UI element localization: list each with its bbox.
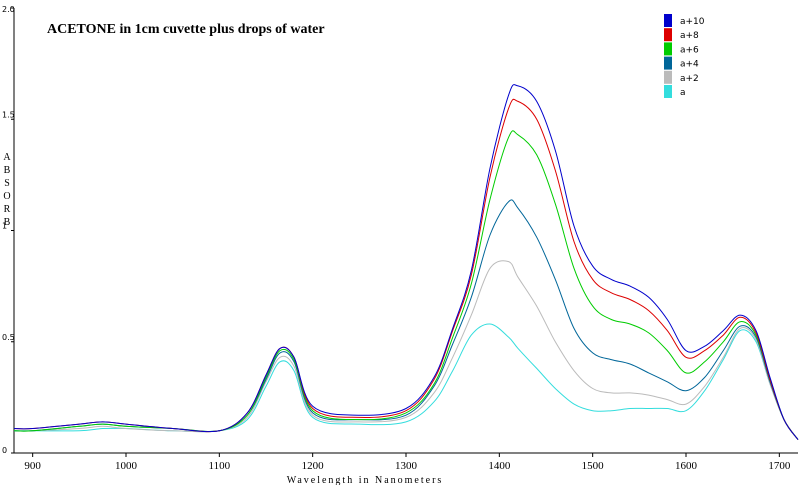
series-line-aplus6 bbox=[13, 130, 799, 440]
series-line-aplus8 bbox=[13, 98, 799, 440]
x-axis-label: Wavelength in Nanometers bbox=[287, 475, 444, 485]
legend-label: a+6 bbox=[680, 45, 699, 55]
legend-label: a+8 bbox=[680, 31, 699, 41]
series-line-aplus10 bbox=[13, 84, 799, 440]
y-axis-label-letter: A bbox=[3, 152, 11, 163]
legend-label: a+4 bbox=[680, 60, 699, 70]
series-lines bbox=[13, 84, 799, 440]
chart-title: ACETONE in 1cm cuvette plus drops of wat… bbox=[47, 22, 325, 37]
x-tick-label: 1700 bbox=[768, 460, 791, 472]
axes: 900 1000 1100 1200 1300 1400 1500 1600 1700 0 0.5 1… bbox=[2, 5, 798, 472]
x-tick-label: 1200 bbox=[302, 460, 325, 472]
x-tick-label: 1600 bbox=[675, 460, 698, 472]
legend-label: a bbox=[680, 88, 686, 98]
legend-swatch bbox=[664, 85, 672, 98]
legend: a+10 a+8 a+6 a+4 a+2 a bbox=[664, 14, 705, 98]
legend-swatch bbox=[664, 42, 672, 56]
series-line-a bbox=[13, 323, 799, 440]
y-axis-label-letter: B bbox=[4, 165, 11, 176]
y-axis-label-letter: B bbox=[4, 217, 11, 228]
y-axis-label-letter: S bbox=[4, 178, 10, 189]
y-tick-label: 2.0 bbox=[2, 5, 15, 14]
y-tick-label: 0 bbox=[2, 446, 7, 455]
x-tick-label: 1000 bbox=[115, 460, 138, 472]
y-tick-label: 1.5 bbox=[2, 110, 15, 119]
y-axis-label-letter: O bbox=[3, 191, 10, 202]
x-tick-label: 1300 bbox=[395, 460, 418, 472]
legend-swatch bbox=[664, 14, 672, 27]
x-tick-label: 1100 bbox=[209, 460, 231, 472]
legend-label: a+2 bbox=[680, 74, 699, 84]
legend-label: a+10 bbox=[680, 17, 705, 27]
legend-swatch bbox=[664, 56, 672, 70]
x-tick-label: 1400 bbox=[488, 460, 511, 472]
x-tick-label: 1500 bbox=[582, 460, 605, 472]
series-line-aplus4 bbox=[13, 199, 799, 440]
legend-swatch bbox=[664, 70, 672, 84]
x-tick-label: 900 bbox=[24, 460, 41, 472]
y-axis-label-letter: R bbox=[4, 204, 11, 215]
y-tick-label: 1 bbox=[2, 222, 7, 231]
y-tick-label: 0.5 bbox=[2, 333, 15, 342]
legend-swatch bbox=[664, 28, 672, 42]
